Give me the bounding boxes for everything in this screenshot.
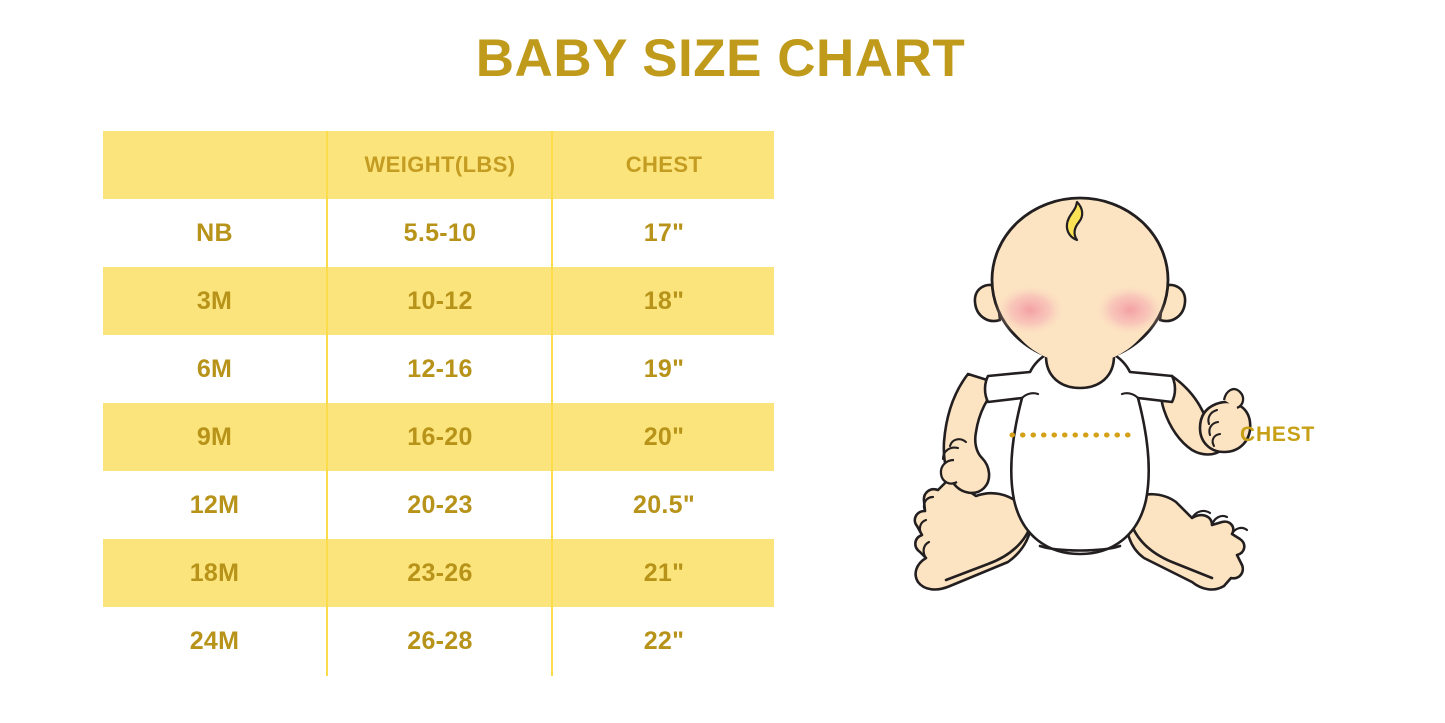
header-cell-chest: CHEST: [625, 152, 703, 177]
size-table: WEIGHT(LBS) CHEST NB 5.5-10 17" 3M 10-12…: [103, 131, 774, 675]
column-divider-1: [326, 131, 328, 676]
header-cell-weight: WEIGHT(LBS): [364, 152, 516, 177]
cell-weight: 26-28: [407, 627, 473, 655]
cell-size: NB: [196, 219, 233, 247]
cell-chest: 20": [643, 423, 685, 451]
cell-chest: 21": [643, 559, 685, 587]
table-row: 9M 16-20 20": [103, 403, 774, 471]
baby-right-arm: [939, 372, 1002, 495]
baby-fist: [1198, 388, 1252, 454]
baby-left-arm: [1159, 374, 1252, 456]
table-header-row: WEIGHT(LBS) CHEST: [103, 131, 774, 199]
baby-illustration: [880, 160, 1280, 600]
cell-size: 24M: [189, 627, 240, 655]
hair-curl-icon: [1065, 200, 1084, 242]
cell-chest: 17": [643, 219, 685, 247]
cell-size: 18M: [189, 559, 240, 587]
cell-chest: 18": [643, 287, 685, 315]
baby-onesie: [983, 342, 1177, 556]
cell-size: 9M: [196, 423, 233, 451]
cell-size: 6M: [196, 355, 233, 383]
cell-size: 12M: [189, 491, 240, 519]
table-row: 12M 20-23 20.5": [103, 471, 774, 539]
cell-weight: 16-20: [407, 423, 473, 451]
baby-head: [990, 196, 1170, 364]
cell-chest: 22": [643, 627, 685, 655]
table-row: 18M 23-26 21": [103, 539, 774, 607]
baby-right-leg: [913, 477, 1034, 591]
cell-weight: 20-23: [407, 491, 473, 519]
table-row: 24M 26-28 22": [103, 607, 774, 675]
cell-chest: 20.5": [632, 491, 695, 519]
cell-weight: 5.5-10: [403, 219, 477, 247]
cell-weight: 10-12: [407, 287, 473, 315]
table-row: 6M 12-16 19": [103, 335, 774, 403]
cell-weight: 23-26: [407, 559, 473, 587]
cell-weight: 12-16: [407, 355, 473, 383]
column-divider-2: [551, 131, 553, 676]
cell-chest: 19": [643, 355, 685, 383]
header-cell-size: [103, 131, 326, 199]
cell-size: 3M: [196, 287, 233, 315]
table-row: NB 5.5-10 17": [103, 199, 774, 267]
chest-label: CHEST: [1240, 423, 1316, 446]
blush-left: [994, 284, 1066, 336]
blush-right: [1094, 284, 1166, 336]
table-row: 3M 10-12 18": [103, 267, 774, 335]
page-title: BABY SIZE CHART: [475, 29, 966, 88]
